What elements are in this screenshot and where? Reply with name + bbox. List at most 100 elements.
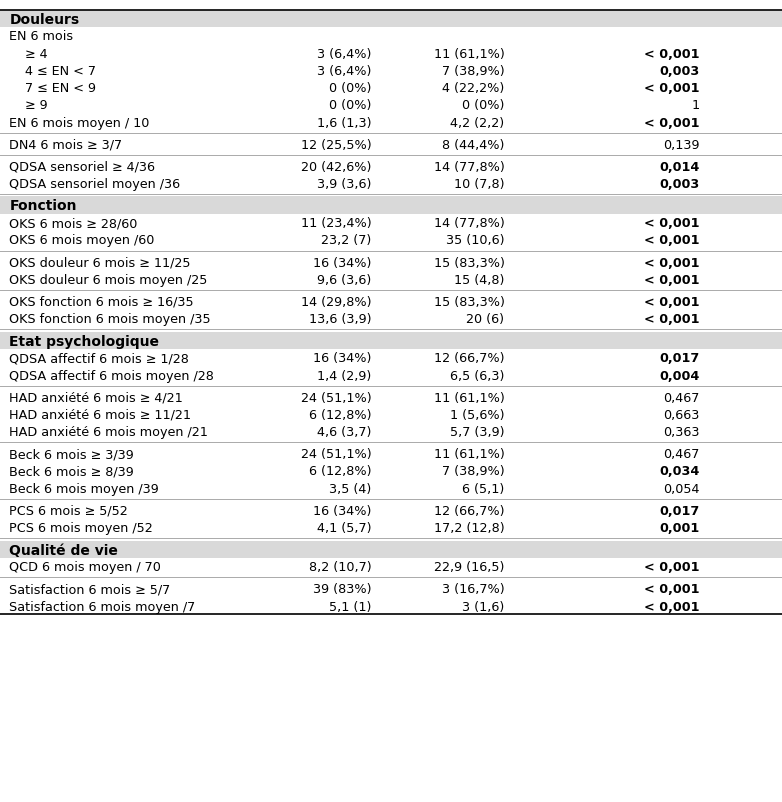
Text: QDSA affectif 6 mois moyen /28: QDSA affectif 6 mois moyen /28 xyxy=(9,370,214,383)
Text: 20 (6): 20 (6) xyxy=(466,313,504,326)
Text: Douleurs: Douleurs xyxy=(9,13,80,26)
Text: QDSA affectif 6 mois ≥ 1/28: QDSA affectif 6 mois ≥ 1/28 xyxy=(9,352,189,366)
Text: < 0,001: < 0,001 xyxy=(644,82,700,95)
Text: 0,003: 0,003 xyxy=(660,178,700,191)
Text: 6 (12,8%): 6 (12,8%) xyxy=(309,465,371,479)
Text: 12 (66,7%): 12 (66,7%) xyxy=(434,504,504,518)
Text: 16 (34%): 16 (34%) xyxy=(313,257,371,269)
Text: 7 (38,9%): 7 (38,9%) xyxy=(442,465,504,479)
Text: QCD 6 mois moyen / 70: QCD 6 mois moyen / 70 xyxy=(9,561,161,574)
Text: 0,004: 0,004 xyxy=(659,370,700,383)
Bar xyxy=(0,518,782,536)
Text: PCS 6 mois moyen /52: PCS 6 mois moyen /52 xyxy=(9,522,153,535)
Bar xyxy=(0,135,782,152)
Text: 14 (77,8%): 14 (77,8%) xyxy=(434,217,504,230)
Text: 1,6 (1,3): 1,6 (1,3) xyxy=(317,116,371,130)
Bar xyxy=(0,79,782,95)
Text: 22,9 (16,5): 22,9 (16,5) xyxy=(434,561,504,574)
Text: 4,2 (2,2): 4,2 (2,2) xyxy=(450,116,504,130)
Text: OKS douleur 6 mois moyen /25: OKS douleur 6 mois moyen /25 xyxy=(9,273,208,287)
Text: < 0,001: < 0,001 xyxy=(644,217,700,230)
Text: 1 (5,6%): 1 (5,6%) xyxy=(450,409,504,422)
Text: 0,014: 0,014 xyxy=(659,160,700,174)
Text: < 0,001: < 0,001 xyxy=(644,296,700,309)
Bar xyxy=(0,253,782,270)
Text: 8,2 (10,7): 8,2 (10,7) xyxy=(309,561,371,574)
Text: Satisfaction 6 mois moyen /7: Satisfaction 6 mois moyen /7 xyxy=(9,601,196,614)
Text: 0 (0%): 0 (0%) xyxy=(462,99,504,112)
Text: 3 (16,7%): 3 (16,7%) xyxy=(442,583,504,597)
Text: OKS 6 mois moyen /60: OKS 6 mois moyen /60 xyxy=(9,234,155,248)
Text: < 0,001: < 0,001 xyxy=(644,561,700,574)
Text: HAD anxiété 6 mois moyen /21: HAD anxiété 6 mois moyen /21 xyxy=(9,426,208,439)
Text: 11 (61,1%): 11 (61,1%) xyxy=(434,391,504,405)
Text: 3 (6,4%): 3 (6,4%) xyxy=(317,65,371,78)
Bar xyxy=(0,541,782,557)
Text: PCS 6 mois ≥ 5/52: PCS 6 mois ≥ 5/52 xyxy=(9,504,128,518)
Text: 14 (29,8%): 14 (29,8%) xyxy=(301,296,371,309)
Text: HAD anxiété 6 mois ≥ 4/21: HAD anxiété 6 mois ≥ 4/21 xyxy=(9,391,183,405)
Text: < 0,001: < 0,001 xyxy=(644,234,700,248)
Text: 4 ≤ EN < 7: 4 ≤ EN < 7 xyxy=(9,65,96,78)
Text: 0,034: 0,034 xyxy=(659,465,700,479)
Bar xyxy=(0,196,782,213)
Bar xyxy=(0,331,782,349)
Text: 11 (61,1%): 11 (61,1%) xyxy=(434,448,504,461)
Bar xyxy=(0,44,782,62)
Text: 0,054: 0,054 xyxy=(663,483,700,496)
Bar xyxy=(0,405,782,423)
Bar xyxy=(0,310,782,326)
Bar xyxy=(0,26,782,44)
Text: < 0,001: < 0,001 xyxy=(644,601,700,614)
Bar xyxy=(0,270,782,287)
Text: EN 6 mois: EN 6 mois xyxy=(9,30,74,43)
Bar xyxy=(0,444,782,462)
Text: 6,5 (6,3): 6,5 (6,3) xyxy=(450,370,504,383)
Text: 16 (34%): 16 (34%) xyxy=(313,352,371,366)
Text: 0,017: 0,017 xyxy=(660,352,700,366)
Text: DN4 6 mois ≥ 3/7: DN4 6 mois ≥ 3/7 xyxy=(9,139,123,152)
Text: 11 (23,4%): 11 (23,4%) xyxy=(301,217,371,230)
Bar xyxy=(0,62,782,79)
Bar xyxy=(0,174,782,192)
Text: Fonction: Fonction xyxy=(9,200,77,213)
Text: 15 (83,3%): 15 (83,3%) xyxy=(433,296,504,309)
Text: OKS 6 mois ≥ 28/60: OKS 6 mois ≥ 28/60 xyxy=(9,217,138,230)
Text: Etat psychologique: Etat psychologique xyxy=(9,334,160,349)
Text: 7 ≤ EN < 9: 7 ≤ EN < 9 xyxy=(9,82,96,95)
Text: 7 (38,9%): 7 (38,9%) xyxy=(442,65,504,78)
Bar xyxy=(0,479,782,496)
Text: 0 (0%): 0 (0%) xyxy=(329,99,371,112)
Bar xyxy=(0,10,782,26)
Text: 14 (77,8%): 14 (77,8%) xyxy=(434,160,504,174)
Text: 13,6 (3,9): 13,6 (3,9) xyxy=(309,313,371,326)
Text: 0,001: 0,001 xyxy=(660,522,700,535)
Text: EN 6 mois moyen / 10: EN 6 mois moyen / 10 xyxy=(9,116,150,130)
Text: OKS fonction 6 mois moyen /35: OKS fonction 6 mois moyen /35 xyxy=(9,313,211,326)
Text: HAD anxiété 6 mois ≥ 11/21: HAD anxiété 6 mois ≥ 11/21 xyxy=(9,409,192,422)
Text: 4,6 (3,7): 4,6 (3,7) xyxy=(317,426,371,439)
Text: < 0,001: < 0,001 xyxy=(644,257,700,269)
Text: 4 (22,2%): 4 (22,2%) xyxy=(442,82,504,95)
Text: 3,5 (4): 3,5 (4) xyxy=(329,483,371,496)
Text: 0,363: 0,363 xyxy=(663,426,700,439)
Text: 35 (10,6): 35 (10,6) xyxy=(446,234,504,248)
Bar xyxy=(0,366,782,383)
Text: Qualité de vie: Qualité de vie xyxy=(9,544,118,557)
Text: 23,2 (7): 23,2 (7) xyxy=(321,234,371,248)
Text: 11 (61,1%): 11 (61,1%) xyxy=(434,47,504,61)
Text: 20 (42,6%): 20 (42,6%) xyxy=(301,160,371,174)
Bar xyxy=(0,113,782,130)
Text: 0,003: 0,003 xyxy=(660,65,700,78)
Text: 1,4 (2,9): 1,4 (2,9) xyxy=(317,370,371,383)
Text: 17,2 (12,8): 17,2 (12,8) xyxy=(434,522,504,535)
Text: QDSA sensoriel moyen /36: QDSA sensoriel moyen /36 xyxy=(9,178,181,191)
Text: ≥ 9: ≥ 9 xyxy=(9,99,48,112)
Text: Beck 6 mois ≥ 8/39: Beck 6 mois ≥ 8/39 xyxy=(9,465,135,479)
Text: OKS douleur 6 mois ≥ 11/25: OKS douleur 6 mois ≥ 11/25 xyxy=(9,257,191,269)
Text: 10 (7,8): 10 (7,8) xyxy=(454,178,504,191)
Text: QDSA sensoriel ≥ 4/36: QDSA sensoriel ≥ 4/36 xyxy=(9,160,156,174)
Text: 12 (66,7%): 12 (66,7%) xyxy=(434,352,504,366)
Text: 8 (44,4%): 8 (44,4%) xyxy=(442,139,504,152)
Text: 5,7 (3,9): 5,7 (3,9) xyxy=(450,426,504,439)
